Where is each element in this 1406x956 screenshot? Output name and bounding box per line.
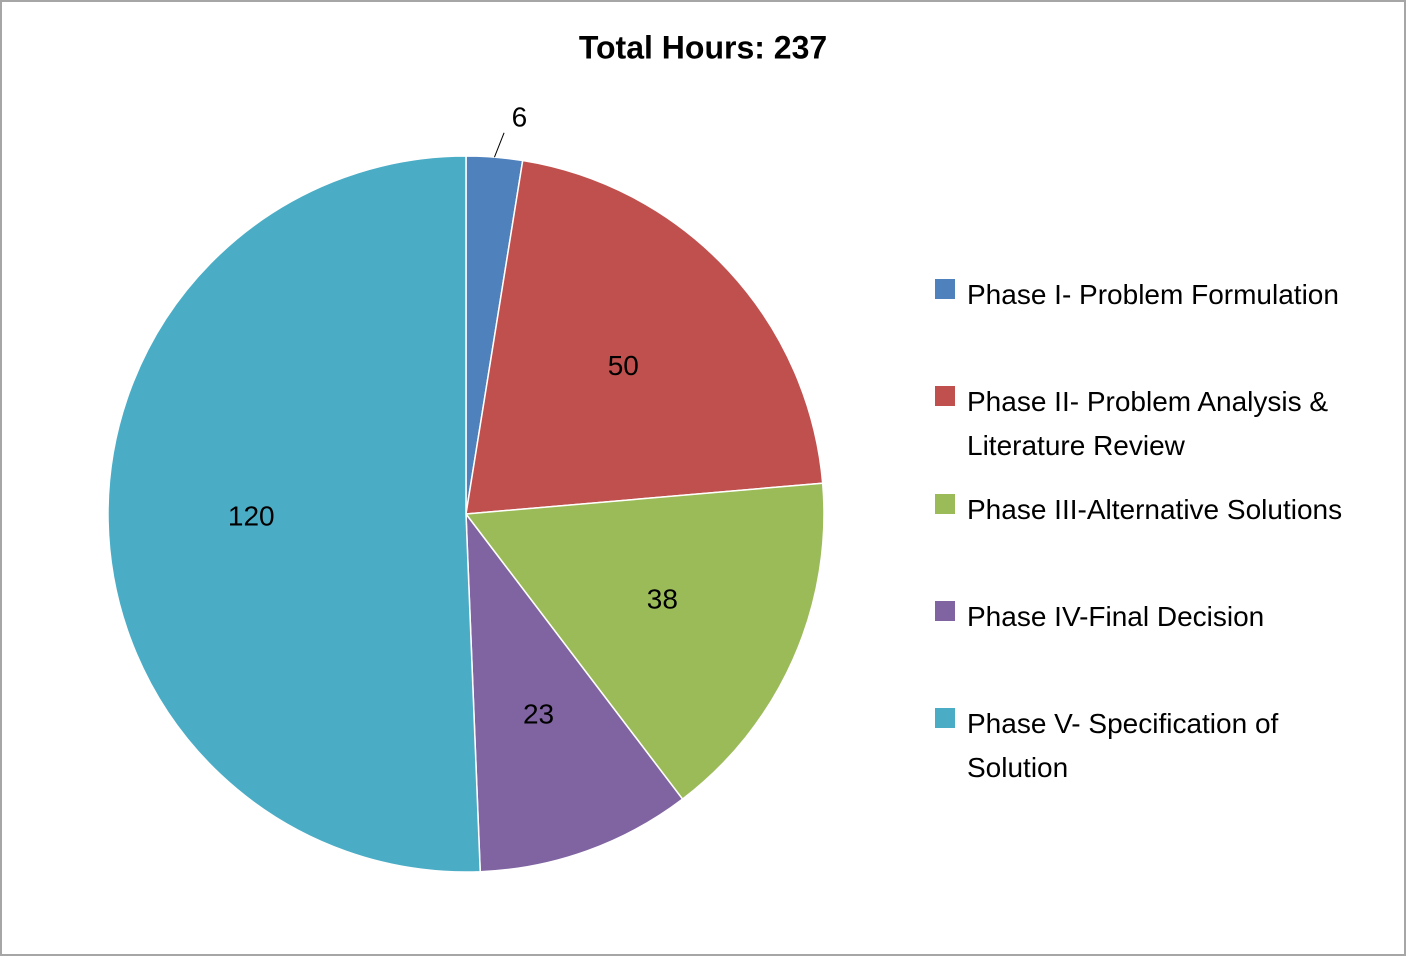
leader-line: [493, 132, 505, 158]
legend-item: Phase V- Specification of Solution: [935, 702, 1375, 790]
legend-item: Phase IV-Final Decision: [935, 595, 1375, 639]
legend-swatch: [935, 279, 955, 299]
data-label: 120: [228, 501, 275, 532]
pie-slice: [465, 511, 684, 873]
pie-slice: [464, 482, 825, 801]
legend-label: Phase I- Problem Formulation: [967, 279, 1339, 310]
data-label: 38: [647, 583, 678, 614]
data-label: 50: [608, 350, 639, 381]
pie-slice: [465, 159, 824, 515]
legend-swatch: [935, 386, 955, 406]
legend-item: Phase III-Alternative Solutions: [935, 488, 1375, 532]
legend-swatch: [935, 708, 955, 728]
legend-item: Phase II- Problem Analysis & Literature …: [935, 380, 1375, 468]
chart-title: Total Hours: 237: [579, 29, 827, 65]
data-label: 23: [523, 699, 554, 730]
legend-label: Phase II- Problem Analysis & Literature …: [967, 386, 1329, 461]
legend-label: Phase III-Alternative Solutions: [967, 494, 1343, 525]
legend-item: Phase I- Problem Formulation: [935, 273, 1375, 317]
legend-swatch: [935, 601, 955, 621]
legend-label: Phase IV-Final Decision: [967, 601, 1265, 632]
legend-swatch: [935, 494, 955, 514]
legend-label: Phase V- Specification of Solution: [967, 708, 1279, 783]
data-label: 6: [512, 102, 528, 133]
pie-slice: [107, 155, 482, 873]
